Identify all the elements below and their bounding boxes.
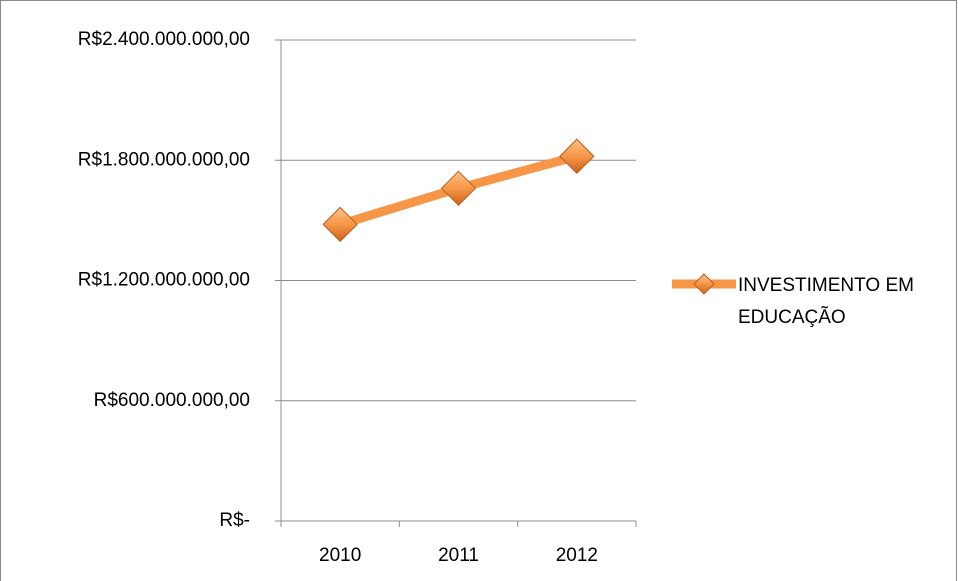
y-tick-label: R$2.400.000.000,00 — [78, 29, 250, 50]
x-tick-label: 2012 — [556, 545, 598, 566]
legend-label: INVESTIMENTO EM EDUCAÇÃO — [738, 275, 914, 328]
marker — [322, 206, 358, 243]
marker — [440, 170, 477, 207]
x-tick-label: 2011 — [438, 545, 479, 566]
y-tick-label: R$- — [219, 510, 250, 531]
y-tick-label: R$1.200.000.000,00 — [78, 270, 250, 291]
x-tick-label: 2010 — [319, 545, 361, 566]
y-tick-label: R$600.000.000,00 — [94, 390, 250, 411]
y-tick-label: R$1.800.000.000,00 — [78, 149, 250, 170]
marker — [559, 138, 595, 174]
legend-marker — [693, 273, 715, 295]
